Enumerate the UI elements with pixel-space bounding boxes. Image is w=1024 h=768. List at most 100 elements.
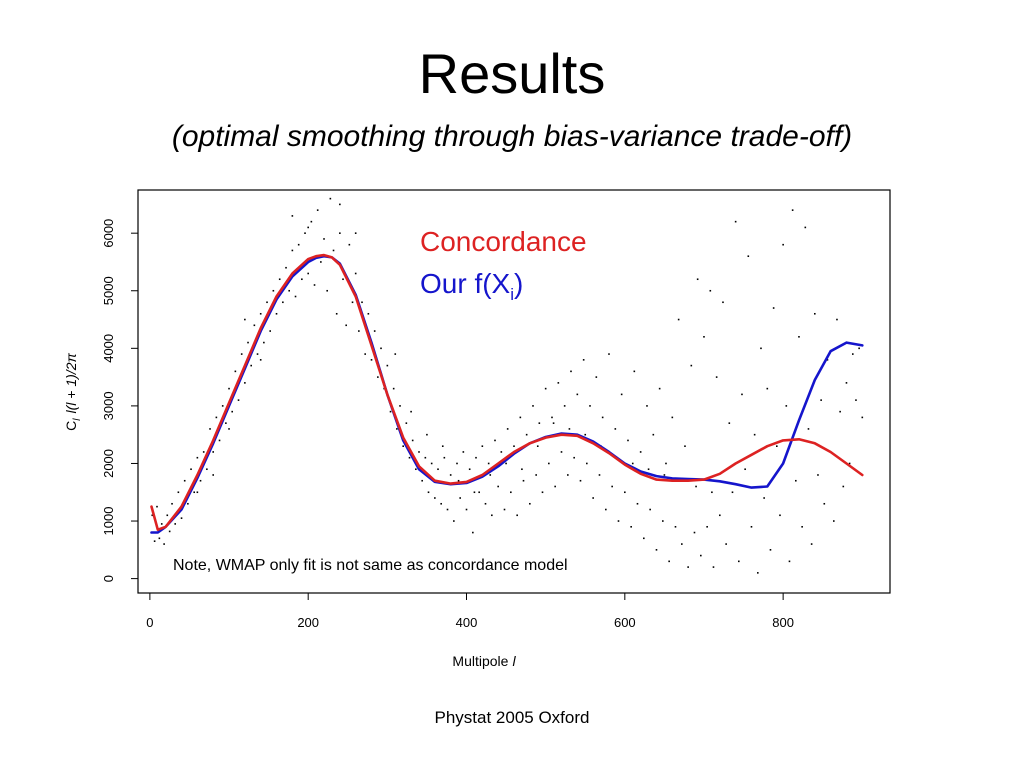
data-point (441, 445, 444, 447)
data-point (639, 451, 642, 453)
data-point (674, 525, 677, 528)
data-point (443, 456, 446, 459)
data-point (855, 399, 857, 401)
data-point (405, 422, 408, 424)
data-point (304, 232, 306, 234)
data-point (563, 405, 566, 407)
data-point (215, 416, 218, 419)
data-point (753, 433, 756, 436)
data-point (297, 243, 300, 246)
data-point (497, 485, 499, 488)
data-point (513, 445, 515, 447)
data-point (329, 197, 332, 200)
data-point (361, 301, 363, 304)
y-tick-label: 5000 (101, 276, 116, 305)
data-point (339, 203, 341, 206)
data-point (750, 525, 753, 528)
data-point (779, 514, 781, 517)
legend-fit: Our f(Xi) (420, 268, 523, 304)
data-point (544, 387, 547, 390)
data-point (354, 272, 357, 275)
data-point (345, 324, 347, 327)
data-point (842, 485, 845, 488)
data-point (339, 232, 341, 234)
data-point (747, 255, 750, 258)
y-tick-label: 4000 (101, 334, 116, 363)
data-point (380, 347, 382, 350)
data-point (611, 485, 613, 488)
data-point (221, 405, 224, 407)
data-point (174, 523, 177, 525)
data-point (677, 318, 680, 321)
data-point (168, 530, 171, 533)
data-point (354, 232, 357, 234)
data-point (592, 497, 594, 499)
data-point (649, 508, 651, 511)
data-point (177, 491, 180, 494)
data-point (253, 324, 256, 327)
data-point (430, 462, 433, 465)
data-point (196, 491, 199, 494)
data-point (291, 249, 294, 252)
data-point (307, 226, 309, 229)
data-point (608, 353, 610, 355)
data-point (598, 474, 601, 476)
data-point (548, 462, 550, 465)
data-point (358, 330, 360, 332)
data-point (153, 540, 156, 542)
data-point (291, 215, 294, 217)
data-point (320, 261, 322, 263)
data-point (275, 312, 278, 315)
data-point (722, 301, 724, 304)
data-point (589, 405, 591, 407)
data-point (728, 422, 731, 424)
x-tick-label: 0 (146, 615, 153, 630)
data-point (579, 479, 582, 482)
data-point (196, 456, 199, 459)
data-point (769, 549, 772, 551)
data-point (568, 428, 571, 430)
data-point (434, 497, 436, 499)
data-point (538, 422, 541, 424)
data-point (668, 560, 670, 563)
legend-concordance: Concordance (420, 226, 587, 257)
data-point (614, 428, 617, 430)
data-point (373, 330, 376, 332)
data-point (801, 525, 803, 528)
data-point (437, 468, 439, 471)
data-point (570, 370, 572, 373)
data-point (212, 451, 214, 453)
data-point (244, 382, 246, 384)
data-point (212, 474, 214, 476)
data-point (487, 462, 490, 465)
data-point (744, 468, 746, 471)
data-point (367, 312, 370, 315)
data-point (848, 462, 851, 465)
y-tick-label: 1000 (101, 507, 116, 536)
data-point (386, 364, 389, 367)
y-tick-label: 3000 (101, 391, 116, 420)
data-point (798, 336, 800, 338)
data-point (573, 456, 575, 459)
data-point (263, 341, 265, 344)
scatter-points (151, 197, 864, 574)
data-point (652, 433, 655, 436)
data-point (832, 520, 835, 522)
data-point (307, 272, 309, 275)
y-axis-label: Cll(l + 1)/2π (63, 353, 83, 431)
chart-annotation: Note, WMAP only fit is not same as conco… (173, 557, 568, 574)
data-point (462, 451, 465, 453)
data-point (845, 382, 848, 384)
data-point (199, 479, 202, 482)
slide-subtitle: (optimal smoothing through bias-variance… (171, 120, 853, 153)
data-point (711, 491, 713, 494)
data-point (731, 491, 734, 494)
data-point (481, 445, 484, 447)
data-point (776, 445, 778, 447)
data-point (193, 491, 196, 494)
data-point (510, 491, 512, 494)
data-point (552, 422, 555, 424)
fit-curves (150, 253, 864, 534)
data-point (446, 508, 449, 511)
